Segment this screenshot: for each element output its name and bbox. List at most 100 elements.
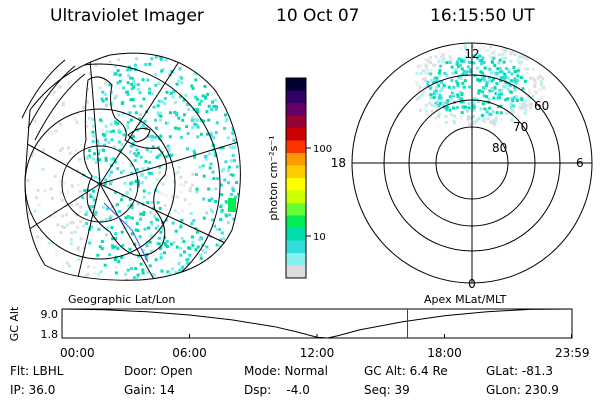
emission-pixel <box>130 82 134 86</box>
emission-pixel <box>33 209 37 213</box>
emission-pixel <box>542 86 546 90</box>
colorbar-segment <box>286 190 306 204</box>
emission-pixel <box>97 148 101 152</box>
emission-pixel <box>489 120 493 124</box>
polar-emission-layer <box>415 44 546 127</box>
emission-pixel <box>190 235 194 239</box>
emission-pixel <box>518 63 522 67</box>
mlt-label-12: 12 <box>464 47 479 61</box>
emission-pixel <box>108 216 112 220</box>
emission-pixel <box>520 60 524 64</box>
emission-pixel <box>201 119 205 123</box>
emission-pixel <box>173 101 177 105</box>
emission-pixel <box>150 138 154 142</box>
emission-pixel <box>194 172 198 176</box>
emission-pixel <box>205 211 209 215</box>
emission-pixel <box>228 213 232 217</box>
emission-pixel <box>138 113 142 117</box>
emission-pixel <box>513 77 517 81</box>
emission-pixel <box>419 85 423 89</box>
status-glat: GLat: -81.3 <box>486 364 553 378</box>
emission-pixel <box>461 81 465 85</box>
emission-pixel <box>190 183 194 187</box>
emission-pixel <box>164 121 168 125</box>
emission-pixel <box>477 89 481 93</box>
emission-pixel <box>198 165 202 169</box>
emission-pixel <box>27 211 31 215</box>
emission-pixel <box>26 178 30 182</box>
emission-pixel <box>192 149 196 153</box>
emission-pixel <box>150 223 154 227</box>
emission-pixel <box>514 81 518 85</box>
emission-pixel <box>489 45 493 49</box>
emission-pixel <box>151 145 155 149</box>
emission-pixel <box>193 122 197 126</box>
emission-pixel <box>93 152 97 156</box>
emission-pixel <box>74 198 78 202</box>
emission-pixel <box>506 87 510 91</box>
emission-pixel <box>479 107 483 111</box>
emission-pixel <box>168 111 172 115</box>
emission-pixel <box>158 153 162 157</box>
emission-pixel <box>164 243 168 247</box>
emission-pixel <box>89 195 93 199</box>
emission-pixel <box>524 103 528 107</box>
emission-pixel <box>130 232 134 236</box>
emission-pixel <box>205 110 209 114</box>
colorbar-tick-label-10: 10 <box>313 232 326 243</box>
emission-pixel <box>163 204 167 208</box>
emission-pixel <box>430 103 434 107</box>
emission-pixel <box>199 236 203 240</box>
mlat-label-80: 80 <box>492 141 507 155</box>
emission-pixel <box>104 233 108 237</box>
emission-pixel <box>480 58 484 62</box>
emission-pixel <box>226 136 230 140</box>
emission-pixel <box>194 72 198 76</box>
emission-pixel <box>507 68 511 72</box>
emission-pixel <box>73 116 77 120</box>
emission-pixel <box>508 84 512 88</box>
emission-pixel <box>516 74 520 78</box>
emission-pixel <box>117 140 121 144</box>
altitude-xtick-label: 23:59 <box>555 346 590 360</box>
emission-pixel <box>134 228 138 232</box>
emission-pixel <box>150 57 154 61</box>
emission-pixel <box>128 247 132 251</box>
emission-pixel <box>159 252 163 256</box>
emission-pixel <box>482 78 486 82</box>
emission-pixel <box>76 226 80 230</box>
altitude-xtick-label: 06:00 <box>172 346 207 360</box>
emission-pixel <box>196 125 200 129</box>
emission-pixel <box>534 81 538 85</box>
emission-pixel <box>196 110 200 114</box>
emission-pixel <box>500 48 504 52</box>
emission-pixel <box>441 86 445 90</box>
mlt-label-0: 0 <box>468 277 476 291</box>
emission-pixel <box>186 257 190 261</box>
emission-pixel <box>439 96 443 100</box>
emission-pixel <box>136 273 140 277</box>
emission-pixel <box>539 80 543 84</box>
colorbar-segment <box>286 128 306 141</box>
emission-pixel <box>160 69 164 73</box>
emission-pixel <box>428 55 432 59</box>
emission-pixel <box>175 195 179 199</box>
emission-pixel <box>482 45 486 49</box>
emission-pixel <box>154 55 158 59</box>
emission-pixel <box>109 182 113 186</box>
colorbar-segment <box>286 153 306 166</box>
emission-pixel <box>455 60 459 64</box>
emission-pixel <box>154 126 158 130</box>
emission-pixel <box>496 91 500 95</box>
emission-pixel <box>165 239 169 243</box>
emission-pixel <box>222 236 226 240</box>
emission-pixel <box>210 210 214 214</box>
emission-pixel <box>156 201 160 205</box>
emission-pixel <box>441 60 445 64</box>
emission-pixel <box>78 250 82 254</box>
emission-pixel <box>509 79 513 83</box>
emission-pixel <box>126 120 130 124</box>
emission-pixel <box>157 113 161 117</box>
emission-pixel <box>188 189 192 193</box>
